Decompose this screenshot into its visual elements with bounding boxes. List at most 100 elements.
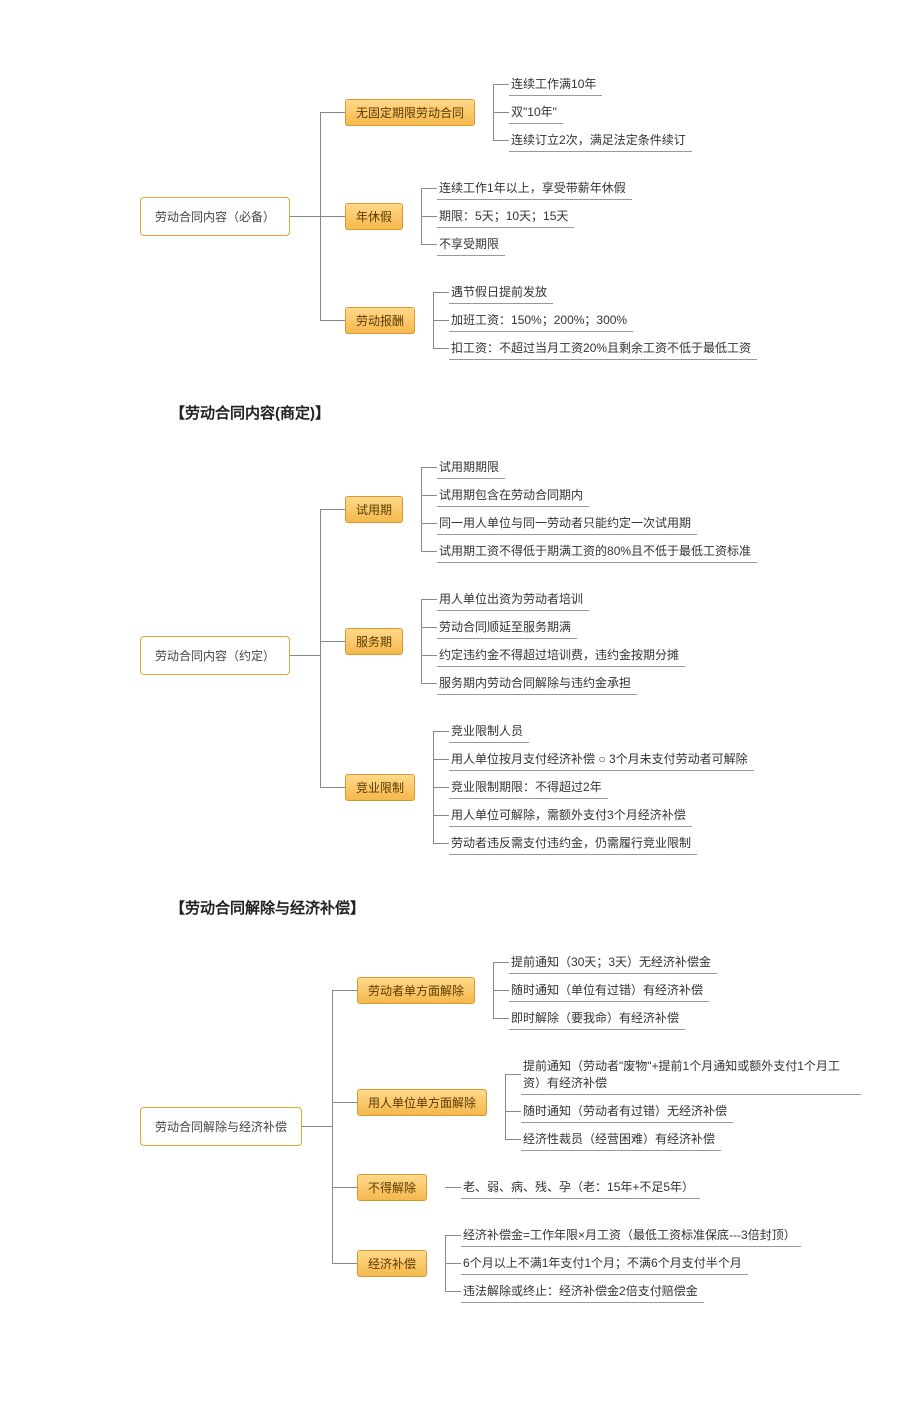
leaf-node: 随时通知（劳动者有过错）无经济补偿 [521,1099,733,1123]
connector [421,244,437,245]
leaf-row: 用人单位出资为劳动者培训 [421,587,685,611]
connector [493,1018,509,1019]
leaf-row: 提前通知（30天；3天）无经济补偿金 [493,950,717,974]
leaf-node: 经济性裁员（经营困难）有经济补偿 [521,1127,721,1151]
vline [320,509,321,787]
branch-node: 经济补偿 [357,1250,427,1277]
leaf-node: 劳动者违反需支付违约金，仍需履行竞业限制 [449,831,697,855]
leaf-node: 期限：5天；10天；15天 [437,204,574,228]
leaf-node: 连续工作满10年 [509,72,602,96]
vline [421,188,422,244]
mindmap: 劳动合同内容（必备）无固定期限劳动合同连续工作满10年双"10年"连续订立2次，… [140,60,880,372]
leaf-row: 扣工资：不超过当月工资20%且剩余工资不低于最低工资 [433,336,757,360]
section-title: 【劳动合同内容(商定)】 [170,402,880,423]
leaf-row: 期限：5天；10天；15天 [421,204,632,228]
leaf-row: 老、弱、病、残、孕（老：15年+不足5年） [445,1175,700,1199]
branch-row: 年休假连续工作1年以上，享受带薪年休假期限：5天；10天；15天不享受期限 [320,174,757,258]
connector [445,1187,461,1188]
connector [493,990,509,991]
connector [302,1126,332,1127]
leaf-node: 提前通知（劳动者"废物"+提前1个月通知或额外支付1个月工资）有经济补偿 [521,1054,861,1095]
section-title: 【劳动合同解除与经济补偿】 [170,897,880,918]
connector [433,815,449,816]
connector [433,759,449,760]
vline [320,112,321,320]
leaf-row: 服务期内劳动合同解除与违约金承担 [421,671,685,695]
leaves-container: 提前通知（劳动者"废物"+提前1个月通知或额外支付1个月工资）有经济补偿随时通知… [505,1052,861,1153]
leaves-container: 连续工作1年以上，享受带薪年休假期限：5天；10天；15天不享受期限 [421,174,632,258]
leaf-row: 试用期工资不得低于期满工资的80%且不低于最低工资标准 [421,539,757,563]
leaf-row: 连续工作满10年 [493,72,692,96]
connector [320,216,345,217]
leaf-node: 用人单位按月支付经济补偿 ○ 3个月未支付劳动者可解除 [449,747,754,771]
leaf-node: 连续工作1年以上，享受带薪年休假 [437,176,632,200]
leaf-row: 连续工作1年以上，享受带薪年休假 [421,176,632,200]
connector [421,216,437,217]
connector [320,112,345,113]
branch-row: 不得解除老、弱、病、残、孕（老：15年+不足5年） [332,1173,861,1201]
vline [445,1235,446,1291]
leaf-row: 试用期期限 [421,455,757,479]
connector [505,1111,521,1112]
connector [332,1187,357,1188]
leaf-node: 约定违约金不得超过培训费，违约金按期分摊 [437,643,685,667]
leaves-container: 提前通知（30天；3天）无经济补偿金随时通知（单位有过错）有经济补偿即时解除（要… [493,948,717,1032]
connector [332,1102,357,1103]
connector [433,348,449,349]
connector [421,683,437,684]
branch-row: 经济补偿 经济补偿金=工作年限×月工资（最低工资标准保底---3倍封顶） 6个月以上… [332,1221,861,1305]
leaf-node: 双"10年" [509,100,563,124]
connector [320,641,345,642]
connector [433,843,449,844]
connector [433,787,449,788]
leaf-node: 经济补偿金=工作年限×月工资（最低工资标准保底---3倍封顶） [461,1223,801,1247]
leaf-row: 不享受期限 [421,232,632,256]
branch-node: 用人单位单方面解除 [357,1089,487,1116]
leaf-node: 即时解除（要我命）有经济补偿 [509,1006,685,1030]
leaf-node: 试用期包含在劳动合同期内 [437,483,589,507]
page: 劳动合同内容（必备）无固定期限劳动合同连续工作满10年双"10年"连续订立2次，… [0,0,920,1415]
leaf-row: 同一用人单位与同一劳动者只能约定一次试用期 [421,511,757,535]
root-node: 劳动合同内容（约定） [140,636,290,675]
branch-row: 劳动报酬遇节假日提前发放加班工资：150%；200%；300% 扣工资：不超过当月… [320,278,757,362]
leaf-row: 经济性裁员（经营困难）有经济补偿 [505,1127,861,1151]
leaf-node: 劳动合同顺延至服务期满 [437,615,577,639]
leaf-row: 加班工资：150%；200%；300% [433,308,757,332]
leaf-node: 竞业限制人员 [449,719,529,743]
branch-row: 试用期试用期期限试用期包含在劳动合同期内同一用人单位与同一劳动者只能约定一次试用… [320,453,757,565]
connector [505,1074,521,1075]
leaf-row: 遇节假日提前发放 [433,280,757,304]
connector [505,1139,521,1140]
connector [421,599,437,600]
leaf-node: 随时通知（单位有过错）有经济补偿 [509,978,709,1002]
leaf-row: 随时通知（劳动者有过错）无经济补偿 [505,1099,861,1123]
connector [421,655,437,656]
connector [290,655,320,656]
leaf-node: 不享受期限 [437,232,505,256]
leaf-node: 同一用人单位与同一劳动者只能约定一次试用期 [437,511,697,535]
leaf-row: 连续订立2次，满足法定条件续订 [493,128,692,152]
branches-container: 无固定期限劳动合同连续工作满10年双"10年"连续订立2次，满足法定条件续订年休… [320,60,757,372]
connector [320,320,345,321]
leaf-node: 服务期内劳动合同解除与违约金承担 [437,671,637,695]
vline [493,962,494,1018]
leaf-row: 随时通知（单位有过错）有经济补偿 [493,978,717,1002]
branch-node: 不得解除 [357,1174,427,1201]
leaf-row: 约定违约金不得超过培训费，违约金按期分摊 [421,643,685,667]
branch-node: 劳动报酬 [345,307,415,334]
mindmap: 劳动合同内容（约定）试用期试用期期限试用期包含在劳动合同期内同一用人单位与同一劳… [140,443,880,867]
connector [493,84,509,85]
leaf-row: 用人单位可解除，需额外支付3个月经济补偿 [433,803,754,827]
connector [445,1235,461,1236]
vline [421,467,422,551]
mindmap: 劳动合同解除与经济补偿劳动者单方面解除提前通知（30天；3天）无经济补偿金随时通… [140,938,880,1315]
leaves-container: 试用期期限试用期包含在劳动合同期内同一用人单位与同一劳动者只能约定一次试用期试用… [421,453,757,565]
leaf-row: 劳动者违反需支付违约金，仍需履行竞业限制 [433,831,754,855]
leaf-node: 6个月以上不满1年支付1个月；不满6个月支付半个月 [461,1251,748,1275]
vline [332,990,333,1263]
leaf-node: 连续订立2次，满足法定条件续订 [509,128,692,152]
vline [493,84,494,140]
leaf-row: 竞业限制人员 [433,719,754,743]
branch-node: 服务期 [345,628,403,655]
leaf-row: 提前通知（劳动者"废物"+提前1个月通知或额外支付1个月工资）有经济补偿 [505,1054,861,1095]
